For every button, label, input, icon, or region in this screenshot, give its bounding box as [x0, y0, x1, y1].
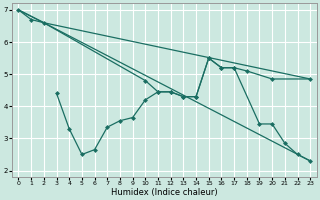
X-axis label: Humidex (Indice chaleur): Humidex (Indice chaleur) — [111, 188, 218, 197]
